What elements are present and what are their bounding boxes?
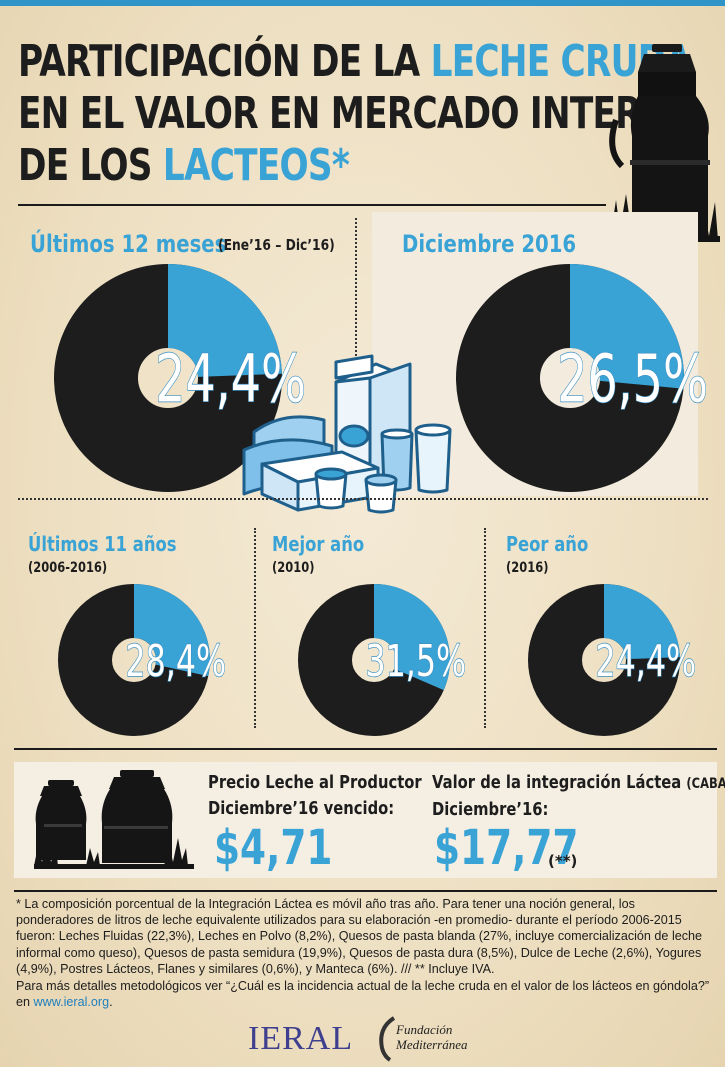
title-line2: EN EL VALOR EN MERCADO INTERNO bbox=[18, 88, 698, 139]
chart1-subtitle: (Ene’16 – Dic’16) bbox=[218, 236, 335, 254]
divider-vertical-2 bbox=[254, 528, 256, 728]
chart5-title: Peor año bbox=[506, 532, 589, 556]
chart3-donut: 28,4% bbox=[58, 584, 227, 736]
chart1-title: Últimos 12 meses bbox=[30, 230, 227, 258]
top-accent-bar bbox=[0, 0, 725, 6]
divider-vertical-3 bbox=[484, 528, 486, 728]
methodology-note: Para más detalles metodológicos ver “¿Cu… bbox=[16, 978, 716, 1010]
chain-value: $17,77 bbox=[434, 820, 579, 876]
footnote: * La composición porcentual de la Integr… bbox=[16, 897, 703, 976]
chart4-title: Mejor año bbox=[272, 532, 365, 556]
chart4-subtitle: (2010) bbox=[272, 560, 315, 576]
chart5-subtitle: (2016) bbox=[506, 560, 549, 576]
chain-value-label-small: (CABA)* bbox=[686, 776, 725, 792]
separator-bottom bbox=[14, 890, 717, 892]
dairy-products-icon bbox=[242, 354, 452, 514]
title-line1-text: PARTICIPACIÓN DE LA bbox=[18, 36, 431, 87]
fundacion-line2: Mediterránea bbox=[396, 1037, 468, 1052]
chart4-donut: 31,5% bbox=[298, 584, 467, 736]
chart3-title: Últimos 11 años bbox=[28, 532, 177, 556]
chart2-donut: 26,5% bbox=[456, 264, 709, 492]
ieral-link[interactable]: www.ieral.org bbox=[33, 995, 110, 1010]
divider-vertical bbox=[355, 218, 357, 488]
milk-cans-icon bbox=[34, 770, 194, 869]
chart3-subtitle: (2006-2016) bbox=[28, 560, 108, 576]
producer-price-label-line1: Precio Leche al Productor bbox=[208, 772, 422, 793]
donut-slice-raw-milk bbox=[166, 264, 282, 379]
producer-price-label-line2: Diciembre’16 vencido: bbox=[208, 798, 395, 819]
donut-slice-raw-milk bbox=[602, 584, 680, 661]
chart1-donut: 24,4% bbox=[54, 264, 307, 492]
chart5-donut: 24,4% bbox=[528, 584, 697, 736]
donut-percent-label: 31,5% bbox=[365, 636, 466, 688]
donut-percent-label: 24,4% bbox=[595, 636, 696, 688]
donut-slice-raw-milk bbox=[568, 264, 684, 389]
chart2-title: Diciembre 2016 bbox=[402, 230, 577, 258]
methodology-suffix: . bbox=[109, 995, 113, 1010]
chain-value-note: (**) bbox=[548, 852, 578, 870]
title-line3-highlight: LACTEOS* bbox=[162, 140, 350, 191]
fundacion-mark-icon bbox=[379, 1016, 396, 1062]
fundacion-line1: Fundación bbox=[396, 1022, 453, 1037]
ieral-logo: IERAL bbox=[248, 1020, 354, 1057]
producer-price-value: $4,71 bbox=[214, 820, 333, 876]
separator-top bbox=[14, 748, 717, 750]
title-underline bbox=[18, 204, 606, 206]
fundacion-logo: Fundación Mediterránea bbox=[396, 1022, 467, 1052]
donut-slice-raw-milk bbox=[372, 584, 450, 691]
chain-value-label: Valor de la integración Láctea (CABA)* D… bbox=[432, 770, 725, 823]
methodology-text: Para más detalles metodológicos ver “¿Cu… bbox=[16, 979, 710, 1010]
donut-percent-label: 28,4% bbox=[125, 636, 226, 688]
producer-price-label: Precio Leche al Productor Diciembre’16 v… bbox=[208, 770, 422, 822]
chain-value-label-line2: Diciembre’16: bbox=[432, 799, 549, 820]
page-title: PARTICIPACIÓN DE LA LECHE CRUDA EN EL VA… bbox=[18, 36, 698, 192]
divider-horizontal bbox=[18, 498, 708, 500]
donut-percent-label: 26,5% bbox=[557, 341, 708, 418]
donut-slice-raw-milk bbox=[132, 584, 210, 677]
chain-value-label-line1: Valor de la integración Láctea bbox=[432, 772, 682, 793]
title-line3-text: DE LOS bbox=[18, 140, 163, 191]
donut-percent-label: 24,4% bbox=[155, 341, 306, 418]
